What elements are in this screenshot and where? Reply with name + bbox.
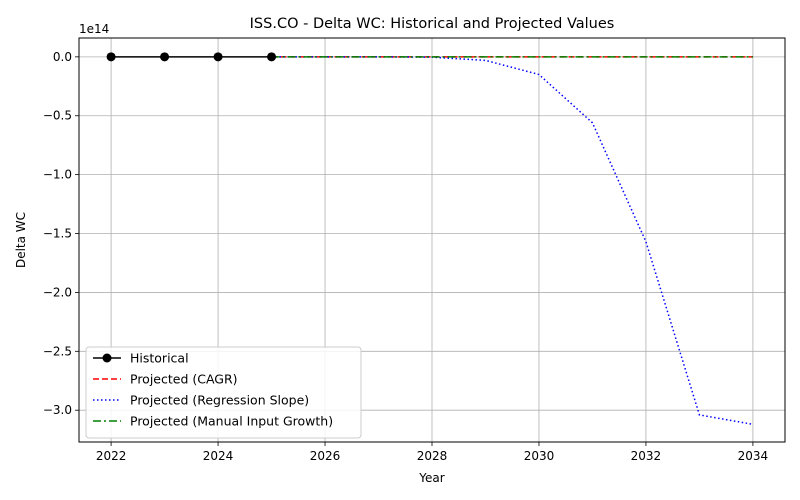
y-offset-label: 1e14 [79,22,109,36]
x-tick-label: 2028 [417,449,448,463]
series-layer [106,52,754,426]
legend-label: Projected (Manual Input Growth) [130,414,333,429]
x-tick-label: 2034 [738,449,769,463]
x-tick-label: 2024 [203,449,234,463]
legend-label: Historical [130,351,189,366]
legend-label: Projected (Regression Slope) [130,393,309,408]
x-tick-label: 2022 [96,449,127,463]
x-tick-label: 2030 [524,449,555,463]
y-tick-label: −1.0 [43,168,72,182]
y-axis-label: Delta WC [14,212,28,268]
legend-label: Projected (CAGR) [130,372,238,387]
tick-layer: 2022 2024 2026 2028 2030 2032 2034 0.0 −0.5 −1.0 −… [43,50,768,463]
y-tick-label: −1.5 [43,227,72,241]
y-tick-label: 0.0 [53,50,72,64]
y-tick-label: −2.5 [43,344,72,358]
x-tick-label: 2032 [631,449,662,463]
legend-box [85,346,362,439]
data-point [160,52,170,62]
legend-marker [102,353,112,363]
legend: Historical Projected (CAGR) Projected (Reg… [85,346,362,439]
grid [79,38,785,442]
x-axis-label: Year [418,471,444,485]
y-tick-label: −0.5 [43,109,72,123]
y-tick-label: −2.0 [43,285,72,299]
chart-title: ISS.CO - Delta WC: Historical and Projec… [250,16,615,32]
x-tick-label: 2026 [310,449,341,463]
data-point [106,52,116,62]
y-tick-label: −3.0 [43,403,72,417]
data-point [213,52,223,62]
data-point [267,52,277,62]
